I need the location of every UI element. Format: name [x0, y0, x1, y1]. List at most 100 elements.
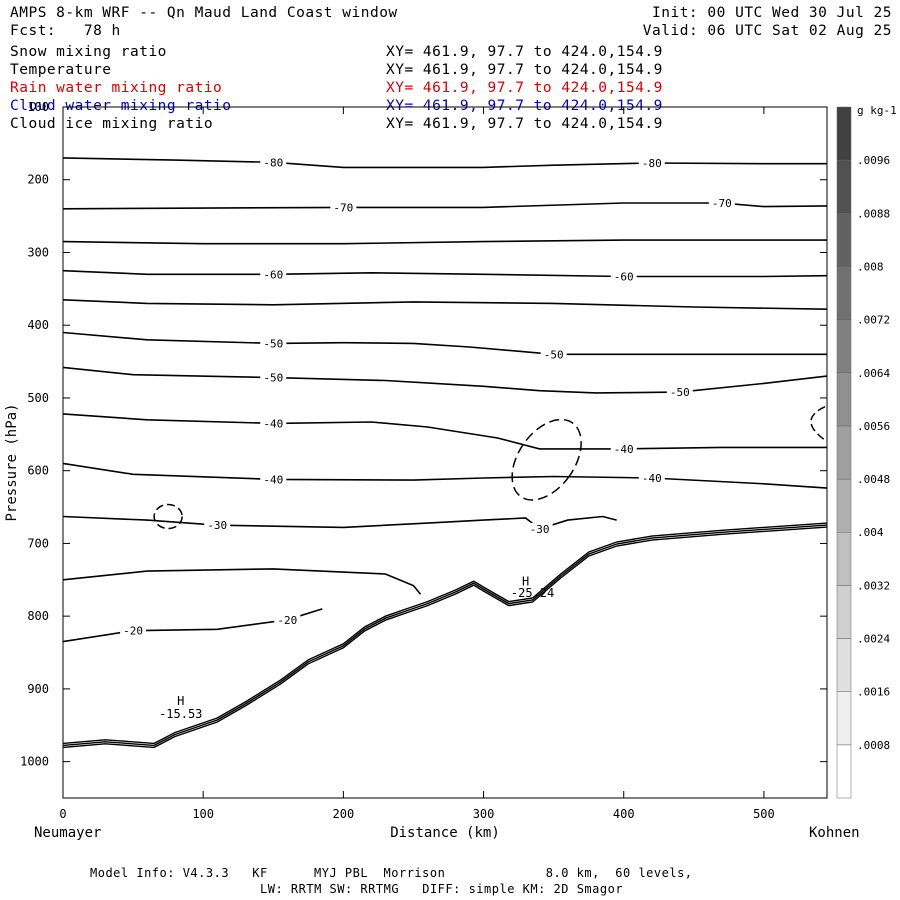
colorbar-tick-label: .0064 — [857, 367, 890, 380]
contour-label-bg — [260, 371, 287, 384]
x-tick-label: 300 — [473, 807, 495, 821]
field-name: Temperature — [10, 62, 112, 78]
field-name: Rain water mixing ratio — [10, 80, 223, 96]
contour-label-bg — [204, 519, 231, 532]
contour-label: -40 — [263, 417, 283, 430]
contour-label: -60 — [263, 268, 283, 281]
field-name: Cloud water mixing ratio — [10, 98, 232, 114]
colorbar-segment — [836, 213, 852, 267]
y-tick-label: 100 — [27, 100, 49, 114]
colorbar-segment — [836, 531, 852, 586]
colorbar-segment — [836, 319, 852, 374]
contour-label: -40 — [642, 472, 662, 485]
x-tick-label: 400 — [613, 807, 635, 821]
header-fcst: Fcst: 78 h — [10, 23, 121, 39]
temperature-contour — [62, 413, 827, 450]
footer-model-info: Model Info: V4.3.3 KF MYJ PBL Morrison 8… — [90, 866, 693, 880]
colorbar-segment — [836, 638, 852, 692]
y-tick-label: 500 — [27, 391, 49, 405]
contour-label: -50 — [263, 372, 283, 385]
contour-label-bg — [260, 268, 287, 281]
footer-physics-info: LW: RRTM SW: RRTMG DIFF: simple KM: 2D S… — [260, 882, 624, 896]
contour-label: -40 — [614, 443, 634, 456]
x-tick-label: 0 — [59, 807, 66, 821]
x-end-label-right: Kohnen — [809, 825, 860, 841]
y-tick-label: 300 — [27, 245, 49, 259]
colorbar-tick-label: .0008 — [857, 739, 890, 752]
colorbar-segment — [836, 266, 852, 320]
colorbar-tick-label: .0088 — [857, 207, 890, 220]
colorbar-segment — [836, 372, 852, 427]
y-tick-label: 200 — [27, 173, 49, 187]
contour-label-bg — [330, 201, 357, 214]
contour-label: -20 — [123, 625, 143, 638]
contour-label-bg — [708, 197, 735, 210]
contour-label: -70 — [333, 201, 353, 214]
field-xy: XY= 461.9, 97.7 to 424.0,154.9 — [386, 116, 663, 132]
extremum-annotation: H — [177, 694, 184, 708]
colorbar-segment — [836, 585, 852, 639]
y-tick-label: 700 — [27, 536, 49, 550]
contour-label-bg — [540, 348, 567, 361]
temperature-contour — [62, 269, 828, 278]
y-tick-label: 600 — [27, 464, 49, 478]
x-tick-label: 500 — [753, 807, 775, 821]
x-end-label-left: Neumayer — [34, 825, 101, 841]
header-title: AMPS 8-km WRF -- Qn Maud Land Coast wind… — [10, 5, 398, 21]
field-xy: XY= 461.9, 97.7 to 424.0,154.9 — [386, 44, 663, 60]
field-xy: XY= 461.9, 97.7 to 424.0,154.9 — [386, 80, 663, 96]
header-init: Init: 00 UTC Wed 30 Jul 25 — [652, 5, 892, 21]
cloud-ice-contour — [153, 503, 183, 530]
temperature-contour — [62, 515, 617, 530]
header-valid: Valid: 06 UTC Sat 02 Aug 25 — [642, 23, 892, 39]
contour-label-bg — [260, 473, 287, 486]
extremum-annotation: H — [522, 575, 529, 589]
y-tick-label: 800 — [27, 609, 49, 623]
contour-label: -50 — [670, 386, 690, 399]
contour-label-bg — [638, 157, 665, 170]
contour-label-bg — [526, 522, 553, 535]
colorbar-unit-label: g kg-1 — [857, 104, 897, 117]
contour-label: -30 — [207, 519, 227, 532]
cloud-ice-contour — [511, 418, 582, 501]
field-name: Cloud ice mixing ratio — [10, 116, 214, 132]
contour-label: -40 — [263, 473, 283, 486]
contour-label: -20 — [277, 614, 297, 627]
colorbar-tick-label: .0096 — [857, 154, 890, 167]
field-xy: XY= 461.9, 97.7 to 424.0,154.9 — [386, 98, 663, 114]
contour-label: -50 — [263, 337, 283, 350]
contour-label-bg — [274, 613, 301, 626]
cloud-ice-contour — [810, 405, 826, 441]
x-tick-label: 200 — [333, 807, 355, 821]
temperature-contour — [62, 366, 828, 394]
contour-label-bg — [120, 624, 147, 637]
temperature-contour — [62, 568, 422, 595]
temperature-contour — [62, 299, 828, 310]
contour-label-bg — [666, 386, 693, 399]
colorbar-tick-label: .0072 — [857, 314, 890, 327]
colorbar-tick-label: .0016 — [857, 686, 890, 699]
y-tick-label: 1000 — [20, 755, 49, 769]
contour-label: -60 — [614, 270, 634, 283]
x-axis-title: Distance (km) — [390, 825, 500, 841]
contour-label: -30 — [530, 523, 550, 536]
colorbar-segment — [836, 106, 852, 161]
contour-label-bg — [260, 156, 287, 169]
colorbar-segment — [836, 425, 852, 480]
contour-label: -50 — [544, 348, 564, 361]
terrain-line — [62, 526, 828, 749]
extremum-annotation: -25.24 — [511, 586, 554, 600]
terrain-line — [62, 522, 828, 745]
contour-label: -80 — [263, 156, 283, 169]
temperature-contour — [62, 157, 827, 169]
plot-frame — [62, 106, 828, 799]
contour-label-bg — [260, 337, 287, 350]
contour-label-bg — [610, 442, 637, 455]
temperature-contour — [62, 239, 827, 245]
colorbar-segment — [836, 691, 852, 746]
colorbar-tick-label: .0048 — [857, 473, 890, 486]
field-xy: XY= 461.9, 97.7 to 424.0,154.9 — [386, 62, 663, 78]
colorbar-tick-label: .0032 — [857, 579, 890, 592]
colorbar-tick-label: .004 — [857, 526, 884, 539]
